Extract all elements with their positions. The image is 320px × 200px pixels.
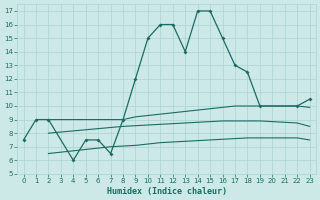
X-axis label: Humidex (Indice chaleur): Humidex (Indice chaleur) — [107, 187, 227, 196]
